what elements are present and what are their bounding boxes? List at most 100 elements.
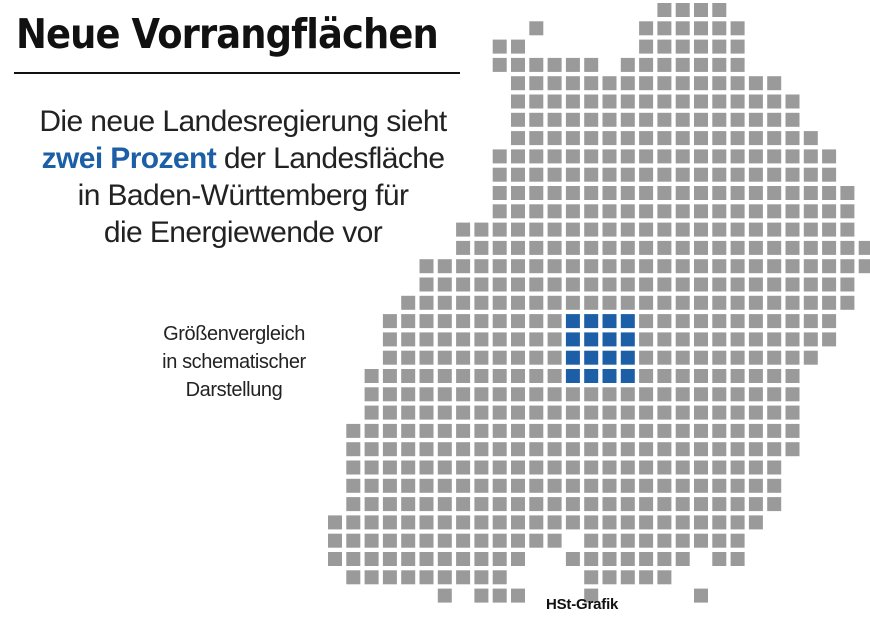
state-area-cell: [767, 112, 782, 127]
state-area-cell: [620, 112, 635, 127]
state-area-cell: [492, 167, 507, 182]
state-area-cell: [529, 423, 544, 438]
title-divider: [14, 72, 460, 74]
state-area-cell: [474, 552, 489, 566]
state-area-cell: [511, 405, 525, 420]
state-area-cell: [456, 515, 471, 530]
state-area-cell: [602, 112, 617, 127]
state-area-cell: [620, 478, 635, 493]
state-area-cell: [767, 460, 782, 475]
state-area-cell: [748, 76, 763, 91]
state-area-cell: [712, 442, 727, 457]
state-area-cell: [657, 295, 672, 310]
state-area-cell: [584, 57, 599, 72]
state-area-cell: [639, 204, 654, 219]
state-area-cell: [822, 204, 837, 219]
state-area-cell: [382, 369, 397, 383]
state-area-cell: [529, 21, 544, 36]
state-area-cell: [511, 149, 525, 164]
state-area-cell: [584, 533, 599, 548]
state-area-cell: [474, 405, 489, 420]
state-area-cell: [401, 332, 416, 347]
state-area-cell: [657, 442, 672, 457]
state-area-cell: [547, 497, 562, 512]
state-area-cell: [620, 94, 635, 109]
state-area-cell: [748, 149, 763, 164]
state-area-cell: [694, 387, 708, 402]
lead-line-4: die Energiewende vor: [103, 216, 383, 249]
state-area-cell: [785, 149, 800, 164]
state-area-cell: [382, 533, 397, 548]
state-area-cell: [529, 57, 544, 72]
state-area-cell: [712, 76, 727, 91]
state-area-cell: [529, 112, 544, 127]
state-area-cell: [639, 460, 654, 475]
state-area-cell: [364, 478, 379, 493]
state-area-cell: [529, 259, 544, 274]
state-area-cell: [419, 423, 434, 438]
state-area-cell: [730, 387, 745, 402]
state-area-cell: [492, 369, 507, 383]
state-area-cell: [748, 460, 763, 475]
state-area-cell: [657, 222, 672, 237]
state-area-cell: [840, 295, 855, 310]
state-area-cell: [492, 314, 507, 329]
state-area-cell: [712, 57, 727, 72]
state-area-cell: [785, 332, 800, 347]
state-area-cell: [803, 350, 818, 365]
state-area-cell: [767, 186, 782, 200]
state-area-cell: [492, 497, 507, 512]
state-area-cell: [511, 167, 525, 182]
state-area-cell: [547, 533, 562, 548]
state-area-cell: [730, 314, 745, 329]
state-area-cell: [547, 259, 562, 274]
state-area-cell: [511, 314, 525, 329]
state-area-cell: [748, 204, 763, 219]
state-area-cell: [547, 112, 562, 127]
state-area-cell: [748, 94, 763, 109]
state-area-cell: [767, 478, 782, 493]
state-area-cell: [584, 460, 599, 475]
state-area-cell: [474, 460, 489, 475]
state-area-cell: [639, 240, 654, 255]
note-line-1: Größenvergleich: [163, 323, 305, 345]
state-area-cell: [401, 405, 416, 420]
state-area-cell: [456, 240, 471, 255]
state-area-cell: [511, 277, 525, 292]
page-title: Neue Vorrangflächen: [16, 10, 439, 58]
state-area-cell: [657, 57, 672, 72]
state-area-cell: [840, 277, 855, 292]
state-area-cell: [602, 222, 617, 237]
state-area-cell: [565, 497, 580, 512]
state-area-cell: [748, 369, 763, 383]
state-area-cell: [712, 277, 727, 292]
state-area-cell: [401, 478, 416, 493]
state-area-cell: [565, 460, 580, 475]
state-area-cell: [511, 112, 525, 127]
state-area-cell: [675, 387, 690, 402]
state-area-cell: [492, 515, 507, 530]
state-area-cell: [639, 533, 654, 548]
state-area-cell: [346, 515, 361, 530]
state-area-cell: [602, 240, 617, 255]
state-area-cell: [602, 533, 617, 548]
state-area-cell: [565, 387, 580, 402]
state-area-cell: [657, 369, 672, 383]
state-area-cell: [767, 94, 782, 109]
state-area-cell: [511, 76, 525, 91]
state-area-cell: [748, 131, 763, 146]
state-area-cell: [767, 423, 782, 438]
state-area-cell: [785, 167, 800, 182]
state-area-cell: [511, 387, 525, 402]
state-area-cell: [529, 240, 544, 255]
state-area-cell: [492, 478, 507, 493]
state-area-cell: [694, 369, 708, 383]
state-area-cell: [364, 515, 379, 530]
state-area-cell: [748, 387, 763, 402]
state-area-cell: [657, 76, 672, 91]
state-area-cell: [730, 149, 745, 164]
state-area-cell: [675, 295, 690, 310]
state-area-cell: [529, 295, 544, 310]
state-area-cell: [730, 295, 745, 310]
state-area-cell: [511, 240, 525, 255]
